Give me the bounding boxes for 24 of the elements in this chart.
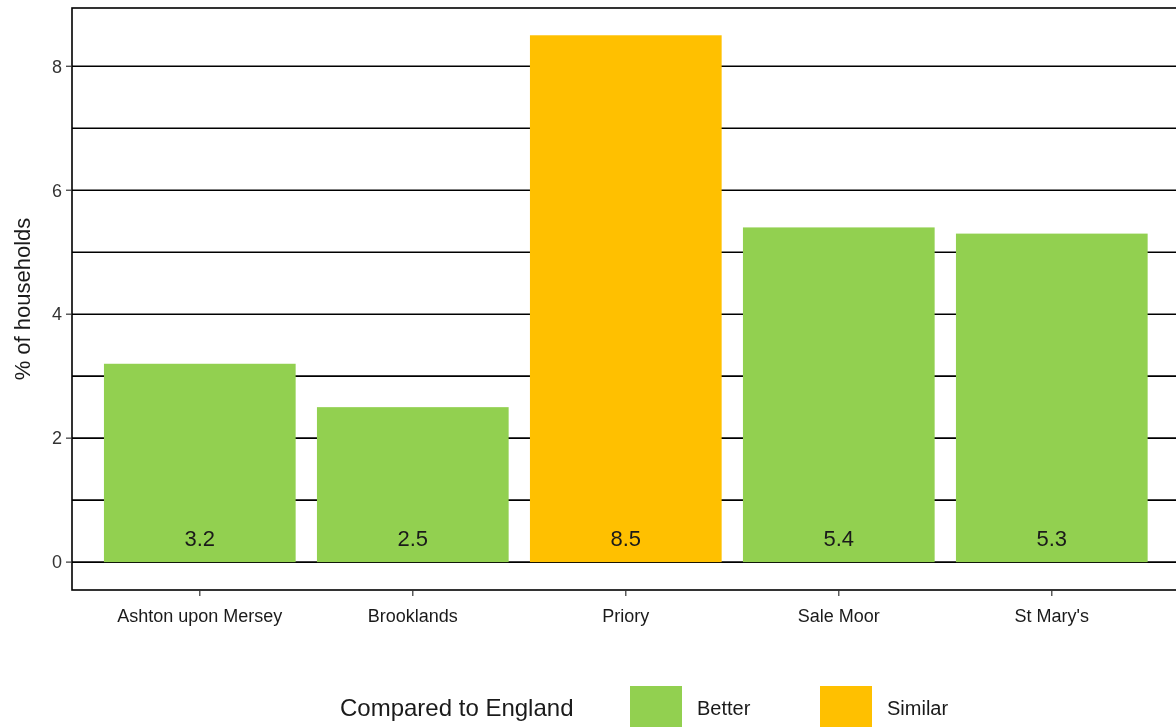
y-tick-label: 6 <box>51 180 62 201</box>
data-label: 3.2 <box>184 526 216 552</box>
data-label: 5.4 <box>823 526 855 552</box>
bar <box>742 227 935 563</box>
y-axis-title: % of households <box>10 217 35 381</box>
legend-label: Similar <box>887 697 949 719</box>
data-label: 5.3 <box>1036 526 1068 552</box>
y-tick-label: 0 <box>51 552 62 573</box>
y-tick-label: 4 <box>51 304 62 325</box>
data-label: 2.5 <box>397 526 429 552</box>
data-label: 8.5 <box>610 526 642 552</box>
bar <box>103 363 296 563</box>
x-tick-label: Priory <box>602 606 650 626</box>
bar <box>529 35 722 563</box>
y-tick-label: 8 <box>51 56 62 77</box>
legend-title: Compared to England <box>340 694 574 721</box>
x-tick-label: Ashton upon Mersey <box>117 606 283 626</box>
bar <box>955 233 1148 563</box>
x-tick-label: St Mary's <box>1014 606 1090 626</box>
bar <box>316 407 509 563</box>
y-tick-label: 2 <box>51 428 62 449</box>
x-tick-label: Sale Moor <box>797 606 880 626</box>
legend-label: Better <box>697 697 751 719</box>
x-tick-label: Brooklands <box>367 606 458 626</box>
